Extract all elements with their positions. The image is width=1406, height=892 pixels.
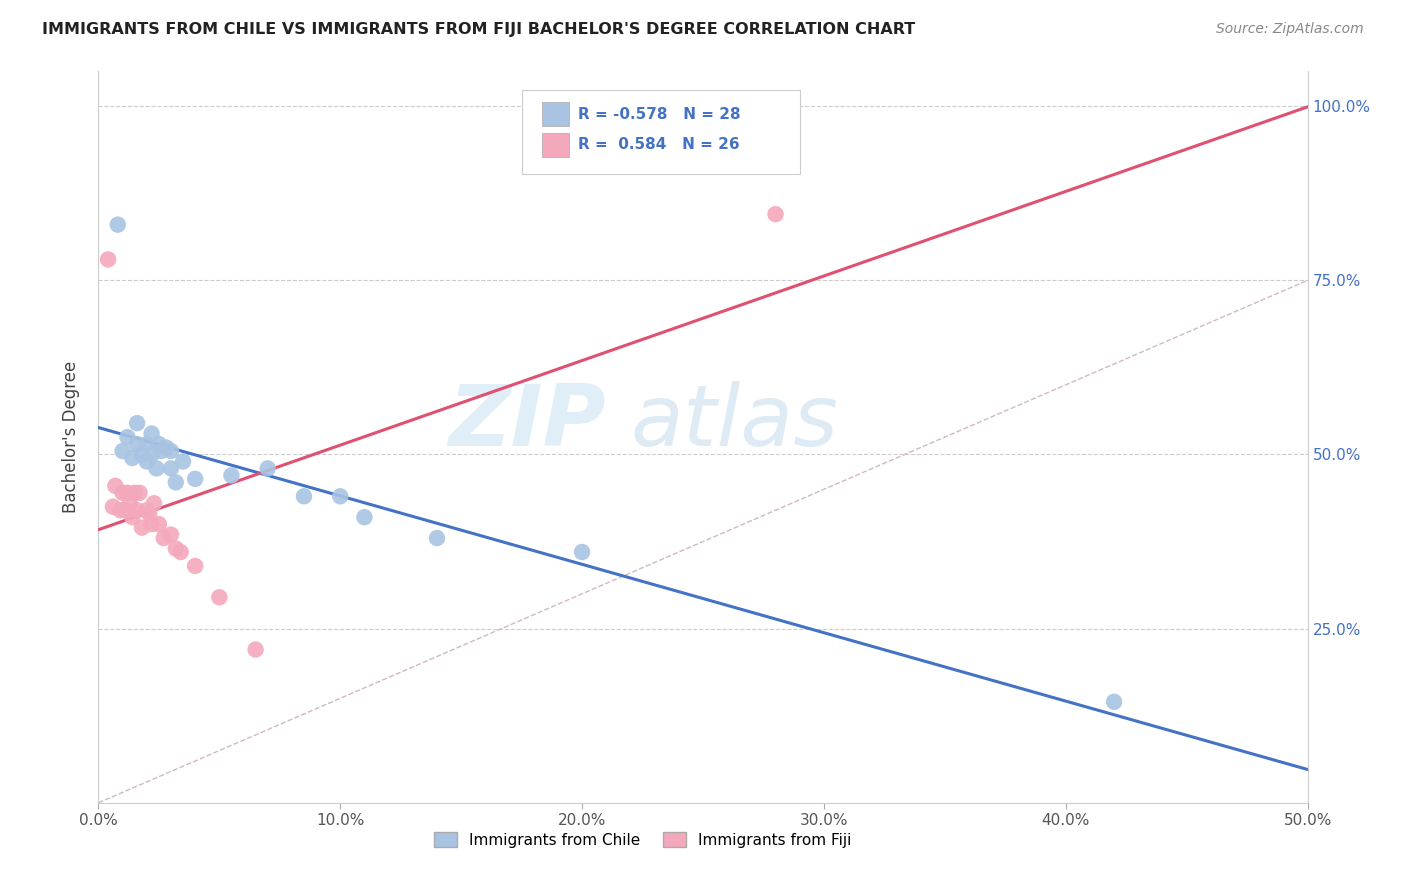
- Point: [114, 503, 136, 517]
- Point: [221, 468, 243, 483]
- Point: [141, 448, 163, 462]
- Point: [118, 496, 141, 510]
- Point: [165, 475, 187, 490]
- Legend: Immigrants from Chile, Immigrants from Fiji: Immigrants from Chile, Immigrants from F…: [427, 825, 858, 854]
- Point: [256, 461, 278, 475]
- Point: [111, 444, 134, 458]
- Point: [145, 461, 167, 475]
- Point: [131, 521, 153, 535]
- Point: [101, 500, 124, 514]
- Point: [128, 485, 150, 500]
- Point: [150, 444, 173, 458]
- Point: [160, 461, 183, 475]
- Point: [124, 485, 146, 500]
- Point: [127, 503, 149, 517]
- Point: [148, 437, 170, 451]
- Point: [426, 531, 449, 545]
- Point: [107, 218, 129, 232]
- Point: [1102, 695, 1125, 709]
- Point: [172, 454, 194, 468]
- Point: [135, 437, 157, 451]
- Point: [135, 454, 157, 468]
- Point: [208, 591, 231, 605]
- Point: [138, 507, 160, 521]
- Point: [108, 503, 131, 517]
- Point: [353, 510, 375, 524]
- Point: [765, 207, 787, 221]
- Point: [127, 437, 149, 451]
- Text: Source: ZipAtlas.com: Source: ZipAtlas.com: [1216, 22, 1364, 37]
- Text: ZIP: ZIP: [449, 381, 606, 464]
- Text: R = -0.578   N = 28: R = -0.578 N = 28: [578, 107, 741, 121]
- Text: R =  0.584   N = 26: R = 0.584 N = 26: [578, 137, 740, 153]
- Point: [160, 527, 183, 541]
- Point: [131, 448, 153, 462]
- Point: [571, 545, 593, 559]
- Point: [135, 503, 157, 517]
- Point: [292, 489, 315, 503]
- Point: [165, 541, 187, 556]
- Point: [121, 510, 143, 524]
- Point: [184, 472, 207, 486]
- Point: [169, 545, 191, 559]
- Point: [245, 642, 267, 657]
- Point: [117, 485, 139, 500]
- Text: IMMIGRANTS FROM CHILE VS IMMIGRANTS FROM FIJI BACHELOR'S DEGREE CORRELATION CHAR: IMMIGRANTS FROM CHILE VS IMMIGRANTS FROM…: [42, 22, 915, 37]
- Text: atlas: atlas: [630, 381, 838, 464]
- Point: [117, 430, 139, 444]
- Point: [155, 441, 177, 455]
- Point: [141, 517, 163, 532]
- Point: [160, 444, 183, 458]
- Point: [111, 485, 134, 500]
- FancyBboxPatch shape: [543, 102, 569, 126]
- Point: [121, 450, 143, 465]
- Point: [148, 517, 170, 532]
- Y-axis label: Bachelor's Degree: Bachelor's Degree: [62, 361, 80, 513]
- Point: [127, 416, 149, 430]
- FancyBboxPatch shape: [543, 133, 569, 157]
- Point: [104, 479, 127, 493]
- Point: [329, 489, 352, 503]
- Point: [184, 558, 207, 573]
- Point: [141, 426, 163, 441]
- Point: [152, 531, 174, 545]
- Point: [143, 496, 166, 510]
- Point: [97, 252, 120, 267]
- FancyBboxPatch shape: [522, 90, 800, 174]
